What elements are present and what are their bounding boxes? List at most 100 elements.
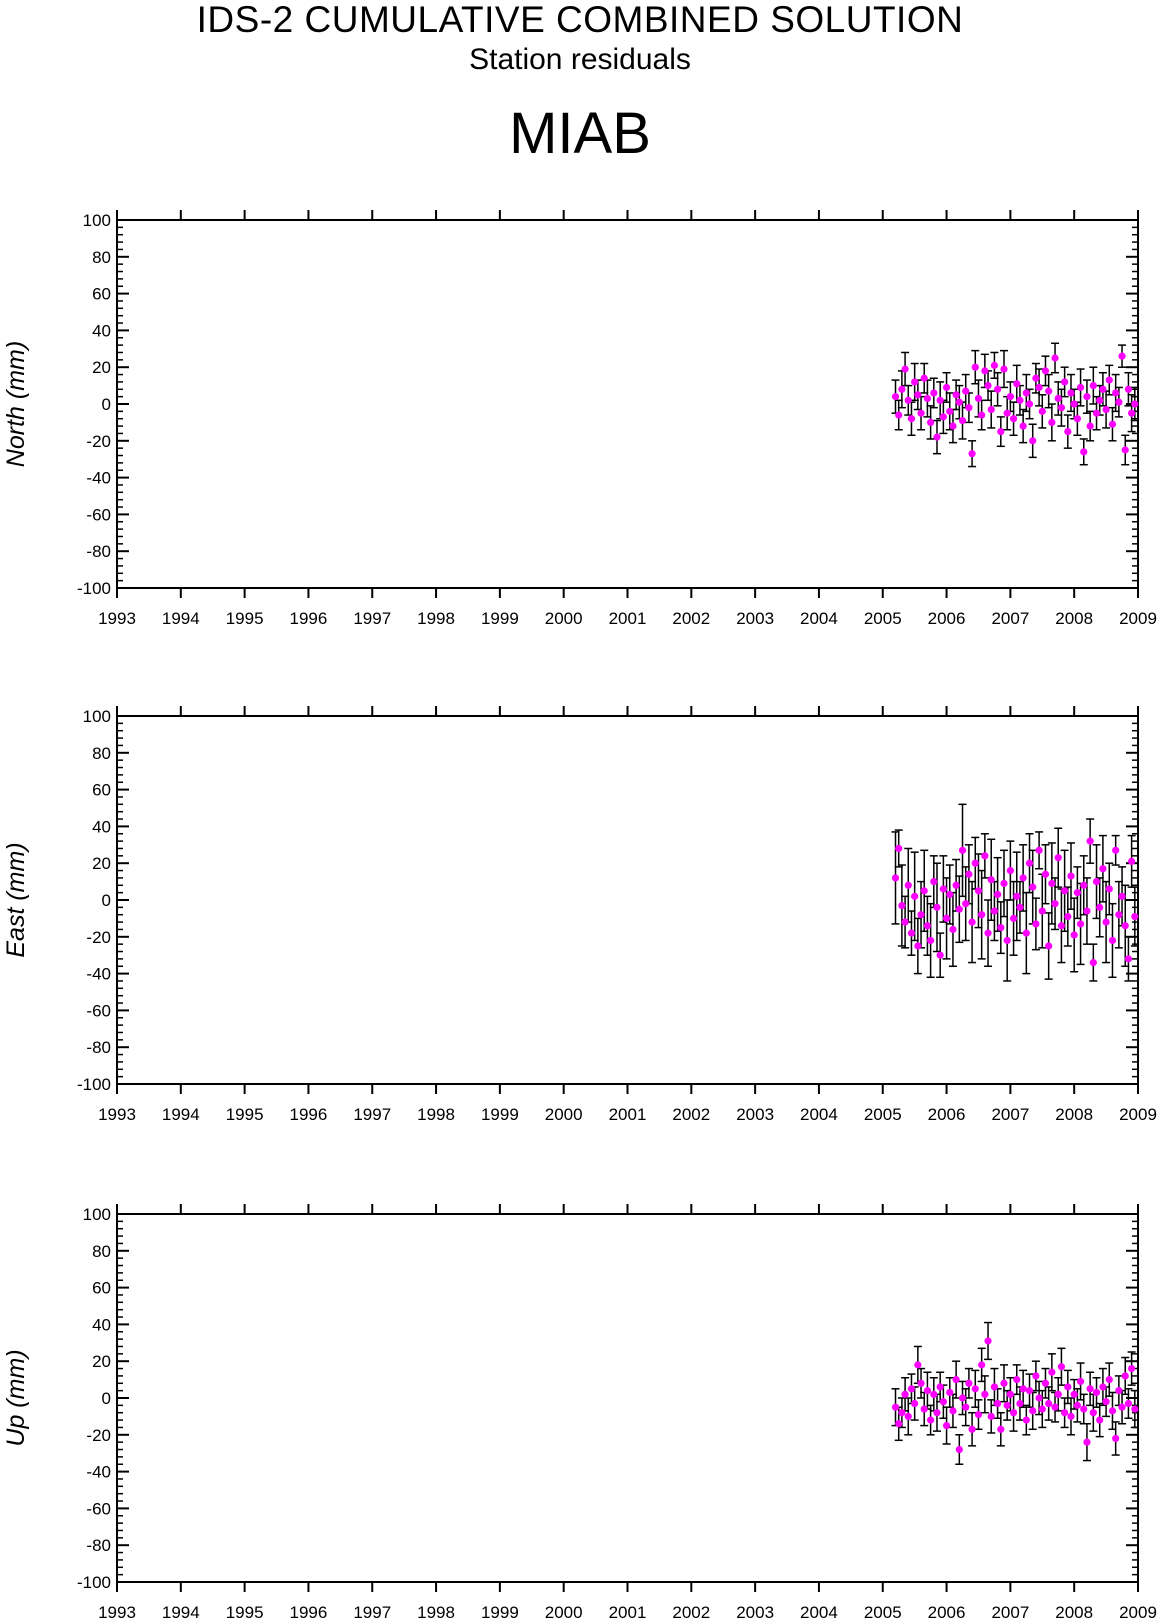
north-data-point [930,389,938,397]
north-xtick-label: 1997 [353,609,391,628]
up-data-point [1041,1379,1050,1387]
up-data-point [1121,1372,1129,1380]
up-data-point [987,1412,995,1420]
up-data-point [920,1405,928,1413]
east-data-point [1009,914,1018,923]
up-data-point [997,1425,1005,1433]
east-data-point [898,901,906,910]
east-data-point [1083,907,1091,915]
north-xtick-label: 2005 [864,609,902,628]
east-xtick-label: 2004 [800,1105,838,1124]
up-data-point [949,1407,957,1415]
up-xtick-label: 2006 [928,1603,966,1621]
east-data-point [1073,889,1081,897]
east-xtick-label: 1993 [98,1105,136,1124]
east-data-point [1099,865,1107,873]
up-data-point [936,1383,944,1391]
up-data-point [1035,1394,1043,1402]
north-panel: 100 80 60 40 20 0 -20 -40 -60 -80 -100 1993 1994 1995… [2,210,1157,628]
east-data-point [891,874,900,882]
east-data-point [911,892,919,900]
east-data-point [1080,881,1088,889]
east-data-point [994,890,1002,899]
east-data-point [1051,900,1059,908]
north-ytick-label: -40 [86,469,111,488]
up-data-point [914,1361,922,1369]
north-data-point [901,365,909,373]
north-data-point [1128,409,1136,417]
east-xtick-label: 1998 [417,1105,455,1124]
north-data-point [1092,409,1101,417]
north-xtick-label: 1995 [226,609,264,628]
up-data-point [907,1385,916,1393]
up-data-point [946,1388,954,1397]
north-data-point [1086,422,1094,430]
up-xtick-label: 1997 [353,1603,391,1621]
east-data-point [946,890,954,899]
north-data-point [1096,396,1104,404]
up-data-point [1089,1409,1097,1417]
north-data-point [1051,354,1059,362]
up-data-point [1032,1372,1040,1380]
north-data-point [1029,437,1037,445]
up-xtick-label: 1999 [481,1603,519,1621]
north-data-point [968,450,976,458]
up-data-point [1003,1401,1011,1409]
north-data-point [911,378,919,386]
chart-title: IDS-2 CUMULATIVE COMBINED SOLUTION [196,0,964,40]
up-data-point [1045,1399,1053,1408]
up-data-point [984,1337,992,1345]
north-xtick-label: 1996 [290,609,328,628]
north-data-point [952,391,960,399]
up-xtick-label: 1995 [226,1603,264,1621]
up-data-point [974,1410,983,1419]
east-data-point [930,878,938,886]
north-data-point [1073,415,1081,423]
up-xtick-label: 2002 [672,1603,710,1621]
north-data-point [1009,415,1018,423]
north-data-point [895,411,903,419]
north-data-point [914,391,922,399]
east-data-point [1112,846,1120,854]
east-data-point [974,887,983,895]
north-data-point [1108,420,1117,428]
up-data-point [1086,1385,1094,1393]
up-data-point [952,1376,960,1384]
up-data-point [1009,1409,1018,1417]
east-ytick-label: -100 [77,1075,111,1094]
up-data-point [1061,1409,1069,1417]
east-xtick-label: 2000 [545,1105,583,1124]
up-data-point [1102,1398,1110,1406]
north-data-point [898,385,906,393]
up-xtick-label: 1994 [162,1603,200,1621]
north-data-point [1105,376,1113,384]
north-xtick-label: 2002 [672,609,710,628]
north-ytick-label: 80 [92,248,111,267]
north-ytick-label: -20 [86,432,111,451]
east-data-point [990,907,999,915]
east-data-point [952,881,960,889]
up-data-point [1115,1387,1123,1395]
east-ytick-label: 60 [92,781,111,800]
north-ytick-label: 20 [92,358,111,377]
up-data-point [1067,1412,1075,1420]
up-data-point [1025,1387,1034,1395]
east-ytick-label: 0 [102,891,111,910]
up-data-point [917,1379,925,1387]
north-data-point [1019,422,1027,430]
north-xtick-label: 1993 [98,609,136,628]
north-data-point [1115,398,1123,406]
up-ytick-label: -40 [86,1463,111,1482]
east-data-point [1054,854,1062,862]
east-data-point [968,918,976,926]
east-data-point [1061,887,1069,895]
east-data-point [962,900,970,908]
up-xtick-label: 2003 [736,1603,774,1621]
north-xtick-label: 2009 [1119,609,1157,628]
up-data-point [1118,1403,1126,1411]
north-data-point [1070,400,1078,408]
east-xtick-label: 1999 [481,1105,519,1124]
north-data-point [1013,380,1021,388]
east-data-point [1029,883,1037,891]
north-data-point [987,405,995,414]
